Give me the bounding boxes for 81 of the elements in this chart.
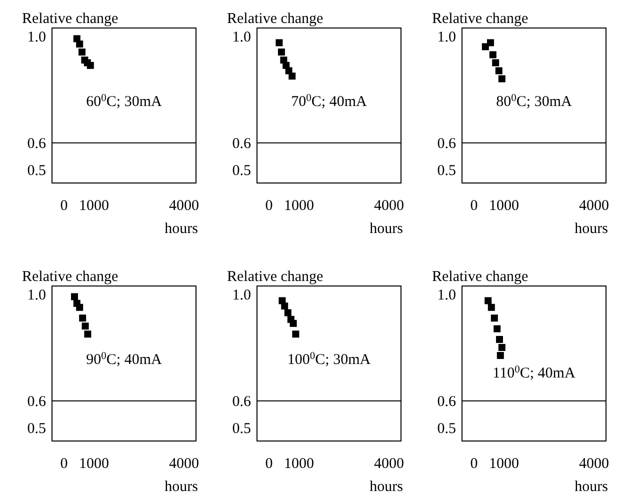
y-tick-label: 1.0 — [27, 29, 46, 46]
x-tick-label: 1000 — [79, 456, 109, 472]
y-tick-label: 1.0 — [232, 29, 251, 46]
x-tick-label: 1000 — [284, 456, 314, 472]
x-axis-title: hours — [164, 221, 198, 237]
point — [84, 330, 92, 338]
point — [490, 314, 498, 322]
y-tick-label: 0.6 — [437, 136, 456, 152]
y-tick-label: 0.6 — [27, 394, 46, 410]
point — [496, 352, 504, 359]
x-tick-label: 4000 — [374, 456, 404, 472]
chart-title: Relative change — [22, 269, 119, 285]
point — [78, 48, 86, 56]
point — [76, 40, 84, 48]
x-axis-title: hours — [370, 479, 404, 495]
x-tick-label: 0 — [470, 198, 478, 214]
chart-title: Relative change — [432, 11, 529, 27]
point — [498, 344, 506, 351]
point — [276, 39, 283, 46]
point — [288, 72, 296, 80]
point — [496, 336, 503, 343]
point — [498, 75, 506, 82]
x-tick-label: 4000 — [579, 198, 609, 214]
annotation: 70$^{0}$C; 40mA — [291, 92, 367, 110]
chart-title: Relative change — [227, 269, 324, 285]
annotation: 100$^{0}$C; 30mA — [287, 350, 371, 368]
x-axis-title: hours — [370, 221, 404, 237]
x-tick-label: 0 — [60, 198, 68, 214]
y-tick-label: 1.0 — [437, 29, 456, 46]
y-tick-label: 0.5 — [27, 420, 46, 437]
y-tick-label: 0.6 — [232, 394, 252, 410]
point — [488, 304, 495, 311]
y-tick-label: 0.5 — [437, 420, 456, 437]
chart-title: Relative change — [22, 11, 119, 27]
x-tick-label: 0 — [470, 456, 478, 472]
chart-title: Relative change — [227, 11, 324, 27]
x-tick-label: 4000 — [374, 198, 404, 214]
point — [290, 320, 297, 327]
x-tick-label: 4000 — [169, 198, 199, 214]
point — [292, 330, 300, 338]
y-tick-label: 0.5 — [232, 162, 251, 179]
point — [278, 48, 285, 56]
chart-title: Relative change — [432, 269, 529, 285]
point — [494, 325, 501, 332]
x-axis-title: hours — [164, 479, 198, 495]
x-tick-label: 0 — [265, 456, 273, 472]
annotation: 110$^{0}$C; 40mA — [492, 364, 576, 382]
x-tick-label: 1000 — [284, 198, 314, 214]
point — [489, 51, 496, 58]
annotation: 80$^{0}$C; 30mA — [496, 92, 572, 110]
y-tick-label: 1.0 — [437, 287, 456, 304]
x-tick-label: 0 — [265, 198, 273, 214]
point — [484, 297, 492, 304]
y-tick-label: 0.6 — [232, 136, 252, 152]
point — [79, 314, 86, 322]
x-axis-title: hours — [574, 479, 608, 495]
x-tick-label: 1000 — [79, 198, 109, 214]
point — [281, 302, 288, 310]
x-tick-label: 1000 — [489, 456, 519, 472]
x-tick-label: 4000 — [169, 456, 199, 472]
y-tick-label: 1.0 — [232, 287, 251, 304]
point — [82, 322, 89, 330]
point — [284, 309, 292, 316]
y-tick-label: 0.5 — [232, 420, 251, 437]
y-tick-label: 0.5 — [27, 162, 46, 179]
y-tick-label: 0.6 — [437, 394, 456, 410]
annotation: 90$^{0}$C; 40mA — [86, 350, 162, 368]
x-tick-label: 0 — [60, 456, 68, 472]
point — [492, 59, 500, 66]
x-axis-title: hours — [574, 221, 608, 237]
point — [76, 304, 84, 311]
x-tick-label: 4000 — [579, 456, 609, 472]
point — [487, 39, 494, 46]
y-tick-label: 0.5 — [437, 162, 456, 179]
point — [86, 62, 94, 69]
point — [71, 293, 78, 300]
y-tick-label: 0.6 — [27, 136, 46, 152]
point — [495, 67, 502, 74]
annotation: 60$^{0}$C; 30mA — [86, 92, 162, 110]
y-tick-label: 1.0 — [27, 287, 46, 304]
x-tick-label: 1000 — [489, 198, 519, 214]
